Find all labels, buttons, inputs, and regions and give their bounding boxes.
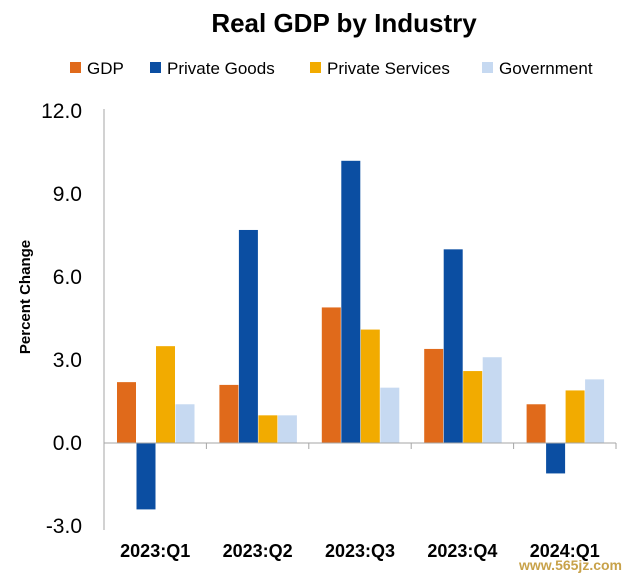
legend-swatch-government <box>482 62 493 73</box>
legend-swatch-gdp <box>70 62 81 73</box>
bar-government-2023-q3 <box>380 387 400 443</box>
y-axis-label: Percent Change <box>17 240 34 354</box>
bar-private-services-2023-q2 <box>258 415 278 443</box>
y-tick-label: 3.0 <box>53 349 82 372</box>
x-tick-label-2023-q1: 2023:Q1 <box>120 541 190 561</box>
bar-government-2023-q2 <box>277 415 297 443</box>
x-axis-ticks: 2023:Q1 2023:Q2 2023:Q3 2023:Q4 2024:Q1 <box>120 541 600 561</box>
bar-gdp-2024-q1 <box>526 404 546 443</box>
bar-gdp-2023-q4 <box>424 348 444 443</box>
bar-private-goods-2023-q2 <box>238 229 258 443</box>
chart-title: Real GDP by Industry <box>211 8 477 38</box>
legend-swatch-private-services <box>310 62 321 73</box>
bar-private-goods-2023-q1 <box>136 443 156 510</box>
legend-item-private-goods: Private Goods <box>150 59 275 78</box>
legend-label-private-goods: Private Goods <box>167 59 275 78</box>
y-tick-label: 0.0 <box>53 432 82 455</box>
legend-item-government: Government <box>482 59 593 78</box>
bar-government-2024-q1 <box>585 379 605 443</box>
bar-gdp-2023-q2 <box>219 384 239 443</box>
bar-private-services-2023-q3 <box>360 329 380 443</box>
legend-item-gdp: GDP <box>70 59 124 78</box>
y-tick-label: 6.0 <box>53 266 82 289</box>
y-axis-ticks: 12.0 9.0 6.0 3.0 0.0 -3.0 <box>41 100 82 538</box>
legend-label-gdp: GDP <box>87 59 124 78</box>
bar-government-2023-q4 <box>482 357 502 443</box>
bar-private-goods-2023-q4 <box>443 249 463 443</box>
bar-gdp-2023-q3 <box>321 307 341 443</box>
axes <box>103 109 617 530</box>
legend-label-private-services: Private Services <box>327 59 450 78</box>
x-tick-label-2023-q2: 2023:Q2 <box>223 541 293 561</box>
y-tick-label: -3.0 <box>46 515 82 538</box>
bar-government-2023-q1 <box>175 404 195 443</box>
bar-private-services-2023-q1 <box>156 346 175 443</box>
x-tick-label-2024-q1: 2024:Q1 <box>530 541 600 561</box>
legend-item-private-services: Private Services <box>310 59 450 78</box>
y-tick-label: 9.0 <box>53 183 82 206</box>
y-tick-label: 12.0 <box>41 100 82 123</box>
bar-gdp-2023-q1 <box>117 382 136 443</box>
legend: GDP Private Goods Private Services Governme… <box>70 59 593 78</box>
bars <box>117 160 605 510</box>
bar-private-services-2024-q1 <box>565 390 585 443</box>
x-tick-label-2023-q3: 2023:Q3 <box>325 541 395 561</box>
x-tick-label-2023-q4: 2023:Q4 <box>427 541 497 561</box>
watermark: www.565jz.com <box>518 557 622 573</box>
legend-label-government: Government <box>499 59 593 78</box>
bar-private-goods-2023-q3 <box>341 160 361 444</box>
legend-swatch-private-goods <box>150 62 161 73</box>
bar-private-goods-2024-q1 <box>546 443 566 474</box>
bar-private-services-2023-q4 <box>463 371 483 443</box>
